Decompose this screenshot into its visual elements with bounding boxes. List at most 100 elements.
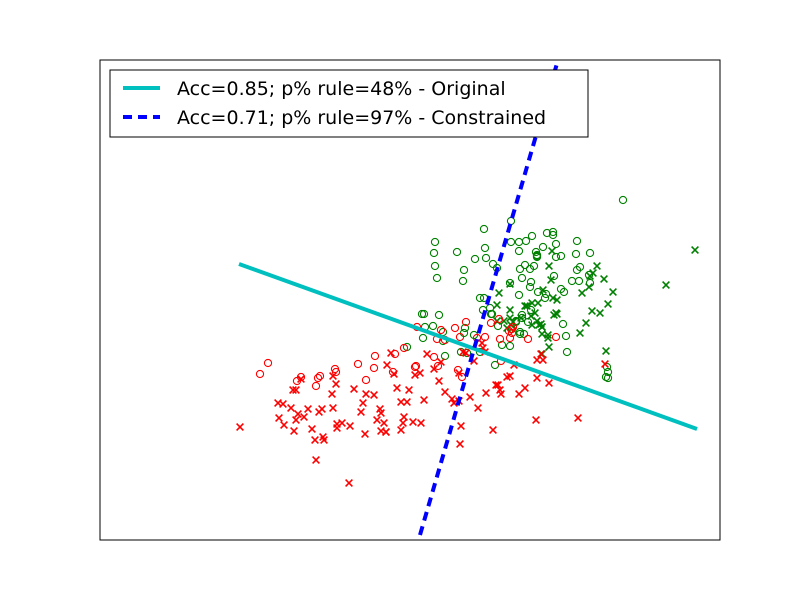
- point-s1-27: [549, 294, 557, 302]
- point-s3-78: [345, 479, 353, 487]
- point-s0-7: [479, 224, 489, 234]
- point-s0-95: [541, 289, 551, 299]
- point-s0-78: [440, 351, 450, 361]
- point-s3-58: [489, 426, 497, 434]
- point-s3-45: [420, 396, 428, 404]
- line-constrained: [418, 60, 560, 536]
- point-s2-1: [255, 369, 265, 379]
- plot-area-frame: [99, 59, 721, 541]
- point-s0-20: [517, 273, 527, 283]
- point-s0-64: [584, 270, 594, 280]
- point-s1-41: [535, 321, 543, 329]
- point-s0-30: [551, 239, 561, 249]
- point-s1-44: [576, 329, 584, 337]
- point-s1-50: [547, 276, 555, 284]
- legend: Acc=0.85; p% rule=48% - Original Acc=0.7…: [109, 69, 589, 138]
- point-s3-73: [456, 440, 464, 448]
- point-s3-85: [292, 416, 300, 424]
- point-s2-15: [410, 362, 420, 372]
- point-s3-48: [437, 358, 445, 366]
- point-s3-80: [304, 405, 312, 413]
- point-s3-34: [382, 428, 390, 436]
- point-s0-18: [526, 277, 536, 287]
- point-s3-65: [532, 416, 540, 424]
- point-s2-6: [315, 371, 325, 381]
- point-s0-96: [556, 284, 566, 294]
- point-s2-11: [369, 363, 379, 373]
- point-s1-47: [528, 321, 536, 329]
- point-s0-63: [548, 227, 558, 237]
- point-s3-94: [387, 349, 395, 357]
- point-s1-8: [593, 262, 601, 270]
- point-s2-31: [486, 318, 496, 328]
- point-s3-44: [417, 419, 425, 427]
- point-s3-51: [450, 399, 458, 407]
- point-s3-46: [423, 350, 431, 358]
- point-s2-0: [263, 358, 273, 368]
- point-s1-43: [596, 309, 604, 317]
- point-s0-42: [526, 305, 536, 315]
- point-s0-56: [487, 309, 497, 319]
- point-s3-4: [279, 400, 287, 408]
- point-s2-39: [504, 326, 514, 336]
- point-s1-51: [545, 262, 553, 270]
- point-s3-92: [494, 381, 502, 389]
- point-s3-54: [462, 349, 470, 357]
- point-s2-8: [331, 367, 341, 377]
- point-s3-69: [574, 414, 582, 422]
- point-s0-41: [549, 271, 559, 281]
- point-s3-57: [482, 389, 490, 397]
- point-s3-28: [373, 416, 381, 424]
- point-s1-38: [544, 331, 552, 339]
- point-s2-32: [494, 314, 504, 324]
- point-s3-72: [409, 418, 417, 426]
- point-s0-13: [506, 237, 516, 247]
- point-s1-45: [582, 319, 590, 327]
- point-s1-18: [495, 289, 503, 297]
- point-s3-15: [318, 405, 326, 413]
- point-s3-24: [359, 399, 367, 407]
- point-s0-70: [514, 290, 524, 300]
- point-s0-85: [602, 362, 612, 372]
- point-s1-13: [548, 247, 556, 255]
- point-s2-4: [313, 373, 323, 383]
- point-s1-35: [521, 302, 529, 310]
- point-s3-75: [466, 393, 474, 401]
- point-s3-64: [521, 384, 529, 392]
- point-s0-88: [525, 282, 535, 292]
- point-s0-33: [575, 262, 585, 272]
- point-s3-61: [497, 390, 505, 398]
- point-s2-28: [461, 317, 471, 327]
- point-s1-17: [506, 280, 514, 288]
- point-s1-16: [517, 314, 525, 322]
- point-s2-9: [353, 359, 363, 369]
- point-s1-6: [578, 289, 586, 297]
- point-s3-10: [300, 413, 308, 421]
- point-s0-71: [497, 340, 507, 350]
- point-s3-5: [287, 404, 295, 412]
- point-s1-0: [691, 246, 699, 254]
- point-s3-52: [455, 369, 463, 377]
- point-s1-19: [500, 317, 508, 325]
- point-s3-91: [539, 356, 547, 364]
- point-s3-35: [390, 370, 398, 378]
- point-s0-14: [488, 259, 498, 269]
- point-s3-63: [515, 390, 523, 398]
- legend-label-original: Acc=0.85; p% rule=48% - Original: [177, 78, 506, 100]
- point-s0-72: [517, 313, 527, 323]
- point-s3-8: [292, 386, 300, 394]
- point-s1-3: [588, 307, 596, 315]
- point-s0-90: [529, 261, 539, 271]
- point-s3-43: [411, 371, 419, 379]
- point-s0-28: [548, 230, 558, 240]
- point-s1-39: [493, 301, 501, 309]
- point-s1-25: [553, 296, 561, 304]
- point-s3-16: [328, 390, 336, 398]
- point-s1-10: [604, 300, 612, 308]
- point-s0-61: [515, 327, 525, 337]
- point-s3-47: [430, 365, 438, 373]
- point-s2-17: [411, 361, 421, 371]
- point-s0-62: [519, 329, 529, 339]
- point-s3-95: [416, 369, 424, 377]
- point-s0-36: [558, 319, 568, 329]
